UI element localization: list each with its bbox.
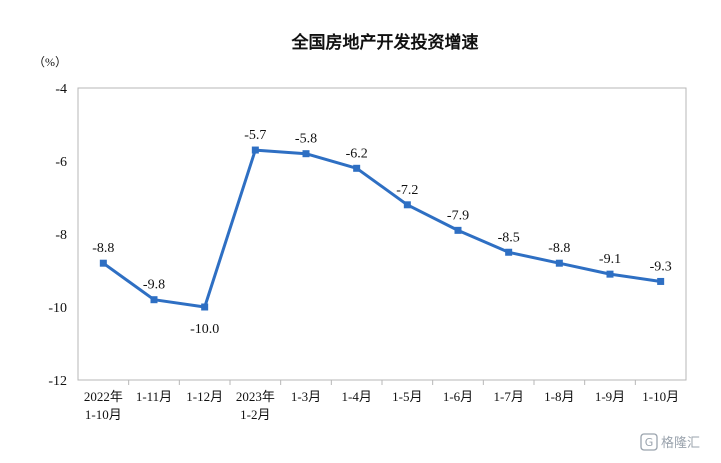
data-label: -8.8 <box>92 241 114 256</box>
y-tick-label: -4 <box>55 82 67 97</box>
data-point-marker <box>251 146 259 154</box>
plot-frame <box>77 87 687 381</box>
data-point-marker <box>555 259 563 267</box>
data-label: -10.0 <box>190 322 219 337</box>
data-point-marker <box>353 164 361 172</box>
y-axis-ticks: -4 -6 -8 -10 -12 <box>48 82 67 389</box>
x-tick-label: 1-12月 <box>186 389 223 404</box>
x-tick-label: 1-9月 <box>595 389 625 404</box>
data-label: -9.3 <box>650 259 672 274</box>
data-label: -5.7 <box>244 128 266 143</box>
x-tick-label: 1-4月 <box>341 389 371 404</box>
x-tick-label: 2022年 <box>84 389 123 404</box>
watermark-logo-icon <box>640 433 658 451</box>
chart-title: 全国房地产开发投资增速 <box>291 32 479 53</box>
data-label: -9.1 <box>599 252 621 267</box>
watermark-logo-letter: G <box>645 436 654 449</box>
y-tick-label: -12 <box>48 374 67 389</box>
data-label: -8.8 <box>548 241 570 256</box>
series-investment-growth <box>99 146 665 311</box>
x-tick-label: 2023年 <box>236 389 275 404</box>
x-tick-label: 1-3月 <box>291 389 321 404</box>
x-tick-label: 1-2月 <box>240 407 270 422</box>
data-label: -9.8 <box>143 278 165 293</box>
watermark-text: 格隆汇 <box>661 435 700 451</box>
x-tick-label: 1-6月 <box>443 389 473 404</box>
y-tick-label: -8 <box>55 228 67 243</box>
data-point-marker <box>201 303 209 311</box>
y-tick-label: -10 <box>48 301 67 316</box>
x-axis-ticks: 2022年 1-10月 1-11月 1-12月 2023年 1-2月 1-3月 1-4月 1-5… <box>84 380 679 422</box>
x-tick-label: 1-8月 <box>544 389 574 404</box>
x-tick-label: 1-11月 <box>136 389 172 404</box>
data-label: -7.9 <box>447 208 469 223</box>
data-label: -8.5 <box>498 230 520 245</box>
data-point-marker <box>454 226 462 234</box>
data-point-marker <box>657 277 665 285</box>
data-labels: -8.8 -9.8 -10.0 -5.7 -5.8 -6.2 -7.2 -7.9 -8.5 -8.… <box>92 128 672 337</box>
y-tick-label: -6 <box>55 155 67 170</box>
series-line <box>102 148 661 309</box>
data-point-marker <box>99 259 107 267</box>
x-tick-label: 1-10月 <box>85 407 122 422</box>
x-tick-label: 1-10月 <box>642 389 679 404</box>
data-point-marker <box>302 150 310 158</box>
data-point-marker <box>505 248 513 256</box>
data-label: -5.8 <box>295 132 317 147</box>
watermark: G 格隆汇 <box>640 433 700 451</box>
data-point-marker <box>606 270 614 278</box>
data-label: -7.2 <box>396 183 418 198</box>
data-point-marker <box>403 201 411 209</box>
data-point-marker <box>150 296 158 304</box>
data-label: -6.2 <box>346 146 368 161</box>
x-tick-label: 1-7月 <box>493 389 523 404</box>
y-axis-unit: （%） <box>33 55 67 69</box>
x-tick-label: 1-5月 <box>392 389 422 404</box>
